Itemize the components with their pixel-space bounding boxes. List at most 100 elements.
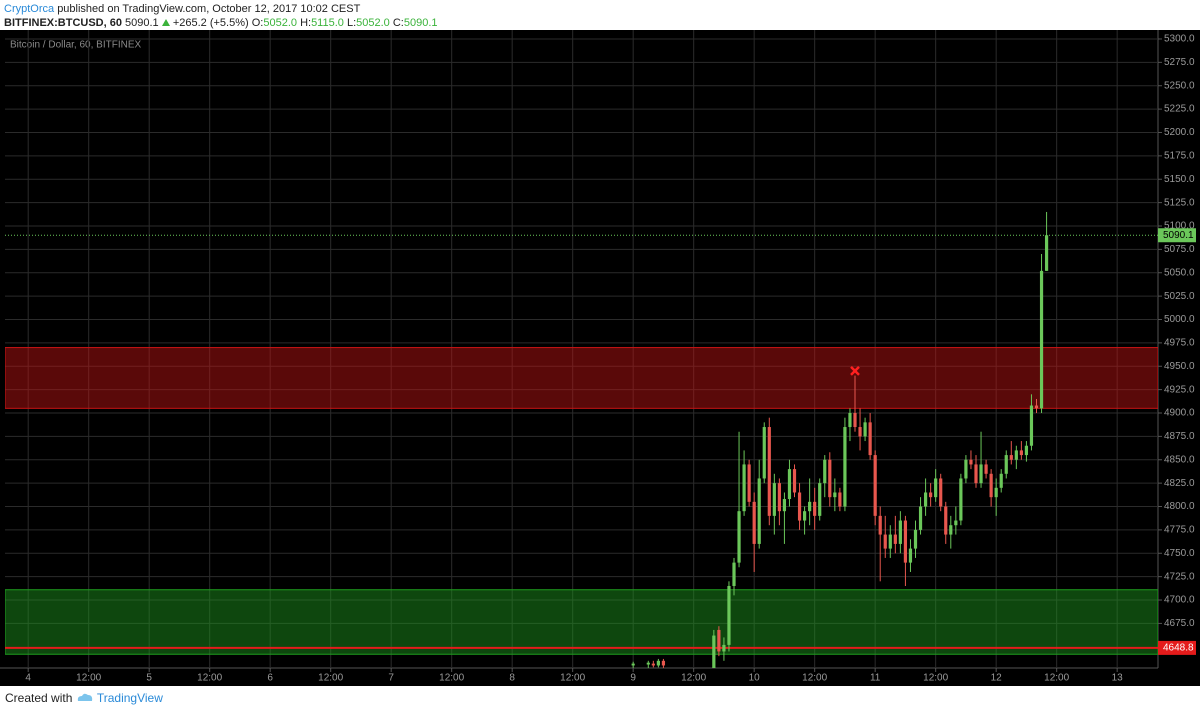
chart-title: Bitcoin / Dollar, 60, BITFINEX	[10, 40, 141, 51]
candle-body	[1039, 270, 1044, 409]
candle-body	[969, 459, 973, 465]
y-tick-label: 4825.0	[1164, 478, 1195, 489]
candle-body	[989, 473, 993, 498]
candle-body	[1009, 455, 1013, 460]
l-label: L:	[346, 17, 357, 29]
candle-body	[923, 492, 928, 507]
candle-body	[979, 464, 983, 484]
candle-body	[878, 515, 882, 535]
x-tick-label: 4	[25, 673, 31, 684]
published: published on TradingView.com, October 12…	[57, 3, 361, 15]
candle-body	[808, 501, 812, 512]
y-tick-label: 5000.0	[1164, 314, 1195, 325]
candle-body	[1024, 445, 1029, 456]
candle-body	[772, 483, 776, 516]
y-tick-label: 4700.0	[1164, 595, 1195, 606]
x-tick-label: 12:00	[681, 673, 706, 684]
open: 5052.0	[263, 17, 297, 29]
candle-body	[913, 529, 918, 549]
y-tick-label: 4750.0	[1164, 548, 1195, 559]
x-tick-label: 12:00	[76, 673, 101, 684]
candle-body	[1014, 450, 1018, 460]
x-tick-label: 12	[991, 673, 1003, 684]
candle-body	[818, 483, 822, 516]
y-tick-label: 5075.0	[1164, 244, 1195, 255]
candle-body	[999, 473, 1003, 488]
author[interactable]: CryptOrca	[4, 3, 55, 15]
candle-body	[934, 478, 938, 498]
candle-body	[918, 506, 923, 530]
y-tick-label: 5125.0	[1164, 197, 1195, 208]
y-tick-label: 4800.0	[1164, 501, 1195, 512]
level-label: 4648.8	[1163, 643, 1194, 654]
candle-body	[888, 534, 892, 549]
candle-body	[823, 459, 827, 484]
marker	[850, 366, 860, 376]
h-label: H:	[300, 17, 312, 29]
y-tick-label: 4900.0	[1164, 408, 1195, 419]
y-tick-label: 4775.0	[1164, 525, 1195, 536]
x-tick-label: 6	[267, 673, 273, 684]
candle-body	[646, 662, 650, 665]
candle-body	[939, 478, 943, 507]
x-tick-label: 8	[509, 673, 515, 684]
candle-body	[792, 469, 797, 493]
header: CryptOrca published on TradingView.com, …	[4, 2, 438, 30]
candle-body	[651, 663, 655, 666]
candle-body	[959, 478, 963, 521]
brand[interactable]: TradingView	[96, 691, 163, 705]
y-tick-label: 5275.0	[1164, 57, 1195, 68]
publish-line: CryptOrca published on TradingView.com, …	[4, 2, 438, 16]
candle-body	[873, 455, 877, 516]
symbol: BITFINEX:BTCUSD, 60	[4, 17, 122, 29]
x-tick-label: 7	[388, 673, 394, 684]
change: +265.2 (+5.5%)	[172, 17, 249, 29]
candle-body	[974, 464, 978, 484]
candle-body	[1044, 235, 1049, 271]
candle-body	[722, 644, 726, 652]
high: 5115.0	[311, 17, 344, 29]
y-tick-label: 5150.0	[1164, 174, 1195, 185]
footer: Created with TradingView	[5, 691, 163, 705]
candle-body	[777, 483, 781, 512]
up-arrow	[161, 19, 170, 26]
y-tick-label: 4850.0	[1164, 454, 1195, 465]
y-tick-label: 5175.0	[1164, 151, 1195, 162]
plot	[5, 30, 1158, 668]
candle-body	[762, 427, 766, 479]
candle-body	[717, 629, 721, 652]
candle-body	[853, 413, 857, 428]
x-tick-label: 12:00	[560, 673, 585, 684]
y-tick-label: 4675.0	[1164, 618, 1195, 629]
x-tick-label: 12:00	[318, 673, 343, 684]
y-tick-label: 5250.0	[1164, 80, 1195, 91]
candle-body	[757, 478, 761, 544]
x-tick-label: 13	[1112, 673, 1124, 684]
candle-body	[833, 492, 837, 498]
y-tick-label: 4975.0	[1164, 338, 1195, 349]
x-tick-label: 9	[630, 673, 636, 684]
price-label: 5090.1	[1163, 230, 1194, 241]
candle-body	[984, 464, 988, 474]
low: 5052.0	[356, 17, 390, 29]
candle-body	[838, 492, 842, 507]
level-badge	[1158, 640, 1196, 655]
candle-body	[727, 585, 731, 645]
candle-body	[747, 464, 751, 502]
candle-body	[813, 501, 817, 516]
ticker-line: BITFINEX:BTCUSD, 60 5090.1 +265.2 (+5.5%…	[4, 16, 438, 30]
x-tick-label: 5	[146, 673, 152, 684]
candle-body	[782, 499, 787, 512]
y-tick-label: 4950.0	[1164, 361, 1195, 372]
candle-body	[767, 427, 771, 516]
x-tick-label: 12:00	[439, 673, 464, 684]
candle-body	[848, 413, 852, 428]
candle-body	[1034, 405, 1039, 409]
candle-body	[868, 422, 872, 456]
candle-body	[802, 511, 807, 521]
candle-body	[964, 459, 968, 479]
x-tick-label: 11	[870, 673, 881, 684]
candle-body	[712, 635, 716, 668]
y-tick-label: 5050.0	[1164, 267, 1195, 278]
candle-body	[929, 492, 933, 498]
